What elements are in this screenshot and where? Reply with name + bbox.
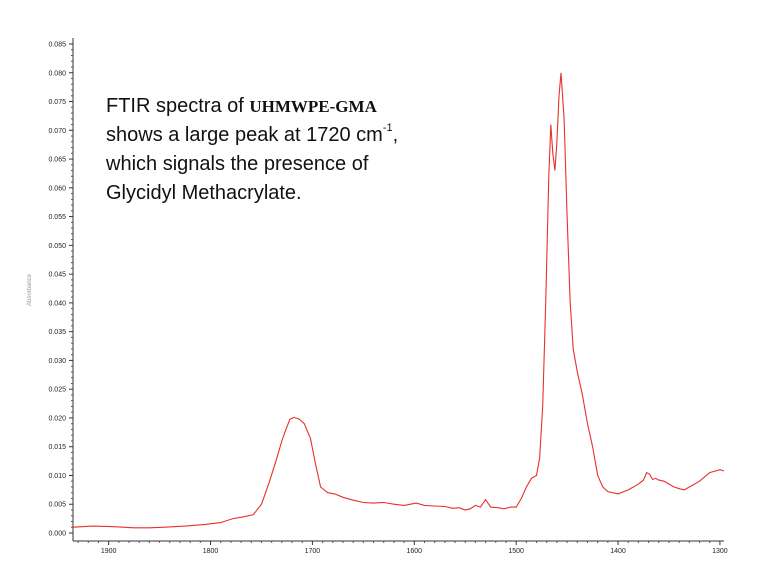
annotation-line-1-prefix: FTIR spectra of xyxy=(106,95,250,117)
x-tick-label: 1600 xyxy=(407,548,423,555)
y-tick-label: 0.000 xyxy=(48,531,66,538)
x-axis-ticks: 1900 1800 1700 1600 1500 1400 1300 xyxy=(77,541,728,555)
annotation-line-3: which signals the presence of xyxy=(106,153,369,175)
annotation-line-4: Glycidyl Methacrylate. xyxy=(106,182,302,204)
y-axis-title: Absorbance xyxy=(27,273,33,306)
y-tick-label: 0.070 xyxy=(48,128,66,135)
y-tick-label: 0.085 xyxy=(48,42,66,49)
y-tick-label: 0.030 xyxy=(48,358,66,365)
y-tick-label: 0.025 xyxy=(48,387,66,394)
x-tick-label: 1700 xyxy=(305,548,321,555)
annotation-text: FTIR spectra of UHMWPE-GMA shows a large… xyxy=(106,92,486,208)
annotation-compound-name: UHMWPE-GMA xyxy=(249,97,377,116)
annotation-line-2-suffix: , xyxy=(392,124,399,146)
y-tick-label: 0.045 xyxy=(48,272,66,279)
y-tick-label: 0.040 xyxy=(48,300,66,307)
y-tick-label: 0.055 xyxy=(48,214,66,221)
y-tick-label: 0.010 xyxy=(48,473,66,480)
y-axis-ticks: 0.000 0.005 0.010 0.015 0.020 0.025 0.030 0.035… xyxy=(48,42,73,538)
annotation-line-2-prefix: shows a large peak at 1720 cm xyxy=(106,124,383,146)
y-tick-label: 0.050 xyxy=(48,243,66,250)
x-tick-label: 1900 xyxy=(101,548,117,555)
y-tick-label: 0.005 xyxy=(48,502,66,509)
annotation-superscript: -1 xyxy=(382,122,393,135)
x-tick-label: 1500 xyxy=(508,548,524,555)
spectrum-line xyxy=(72,72,725,529)
x-tick-label: 1800 xyxy=(203,548,219,555)
y-tick-label: 0.015 xyxy=(48,444,66,451)
y-tick-label: 0.075 xyxy=(48,99,66,106)
y-tick-label: 0.065 xyxy=(48,157,66,164)
y-tick-label: 0.020 xyxy=(48,415,66,422)
annotation-line-1: FTIR spectra of UHMWPE-GMA xyxy=(106,92,486,121)
x-tick-label: 1400 xyxy=(610,548,626,555)
y-tick-label: 0.035 xyxy=(48,329,66,336)
x-tick-label: 1300 xyxy=(712,548,728,555)
y-tick-label: 0.080 xyxy=(48,70,66,77)
annotation-line-2: shows a large peak at 1720 cm-1, xyxy=(106,121,486,150)
y-tick-label: 0.060 xyxy=(48,185,66,192)
